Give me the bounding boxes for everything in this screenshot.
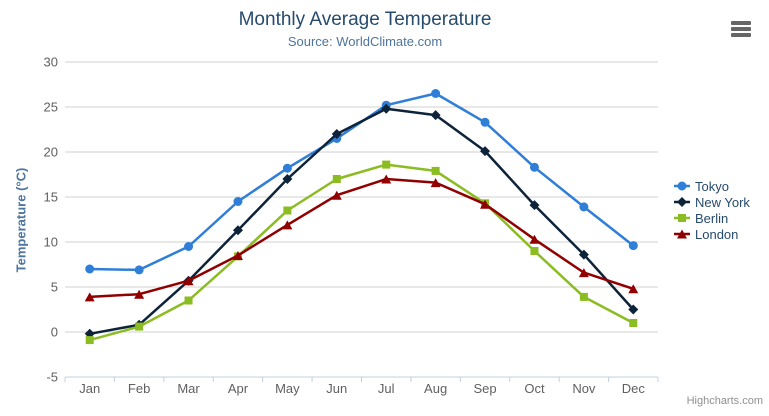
data-point-marker[interactable] [85, 336, 94, 345]
data-point-marker[interactable] [530, 247, 539, 255]
data-point-marker[interactable] [331, 129, 342, 139]
x-axis-label: Jul [378, 381, 395, 396]
data-point-marker[interactable] [332, 175, 341, 183]
series-london[interactable] [84, 174, 639, 302]
data-point-marker[interactable] [529, 234, 540, 244]
legend-label: New York [695, 194, 750, 210]
x-axis-label: Nov [572, 381, 596, 396]
data-point-marker[interactable] [232, 251, 243, 260]
x-axis-label: Mar [177, 381, 200, 396]
legend-marker-circle-icon [674, 181, 690, 191]
x-axis-label: Oct [524, 381, 545, 396]
legend-item-london[interactable]: London [674, 226, 750, 242]
data-point-marker[interactable] [282, 220, 293, 230]
data-point-marker[interactable] [480, 117, 490, 127]
data-point-marker[interactable] [183, 276, 194, 286]
series-line-berlin[interactable] [88, 163, 635, 342]
x-axis-label: Aug [424, 381, 447, 396]
x-axis-label: Dec [622, 381, 646, 396]
data-point-marker[interactable] [628, 284, 639, 294]
legend-item-new-york[interactable]: New York [674, 194, 750, 210]
data-point-marker[interactable] [84, 292, 95, 302]
x-axis-label: Jan [79, 381, 100, 396]
x-axis-label: May [275, 381, 300, 396]
series-line-tokyo[interactable] [88, 92, 635, 272]
data-point-marker[interactable] [381, 103, 392, 114]
data-point-marker[interactable] [529, 162, 539, 172]
data-point-marker[interactable] [382, 160, 391, 169]
data-point-marker[interactable] [233, 197, 243, 206]
legend-marker-triangle-icon [674, 229, 690, 239]
data-point-marker[interactable] [579, 202, 589, 212]
hamburger-icon [731, 33, 751, 37]
data-point-marker[interactable] [430, 178, 441, 188]
data-point-marker[interactable] [232, 225, 243, 236]
legend-marker-diamond-icon [674, 197, 690, 207]
hamburger-icon [731, 21, 751, 25]
y-axis-label: 30 [44, 55, 58, 70]
data-point-marker[interactable] [282, 163, 292, 173]
data-point-marker[interactable] [677, 197, 687, 207]
data-point-marker[interactable] [431, 89, 441, 98]
data-point-marker[interactable] [430, 110, 441, 121]
data-point-marker[interactable] [184, 242, 194, 251]
legend-item-tokyo[interactable]: Tokyo [674, 178, 750, 194]
y-axis-label: 10 [44, 235, 58, 250]
data-point-marker[interactable] [628, 241, 638, 251]
data-point-marker[interactable] [282, 174, 293, 184]
y-axis-label: 15 [44, 190, 58, 205]
series-new-york[interactable] [84, 103, 639, 339]
data-point-marker[interactable] [578, 249, 589, 260]
data-point-marker[interactable] [677, 181, 687, 191]
chart-title: Monthly Average Temperature [238, 9, 492, 30]
data-point-marker[interactable] [431, 166, 440, 175]
hamburger-icon [731, 27, 751, 31]
y-axis-label: 0 [51, 325, 58, 340]
series-line-new-york[interactable] [88, 107, 635, 336]
data-point-marker[interactable] [579, 292, 588, 301]
data-point-marker[interactable] [134, 289, 145, 299]
legend-label: Tokyo [695, 178, 729, 194]
y-axis-label: 5 [51, 280, 58, 295]
export-menu-button[interactable] [731, 21, 751, 37]
legend-label: Berlin [695, 210, 729, 226]
legend: Tokyo New York Berlin London [674, 178, 750, 242]
data-point-marker[interactable] [677, 229, 687, 239]
data-point-marker[interactable] [628, 304, 639, 315]
data-point-marker[interactable] [381, 174, 392, 184]
data-point-marker[interactable] [283, 206, 292, 215]
legend-marker-square-icon [674, 214, 690, 222]
data-point-marker[interactable] [578, 268, 589, 278]
x-axis-label: Apr [228, 381, 249, 396]
data-point-marker[interactable] [184, 296, 193, 305]
data-point-marker[interactable] [134, 265, 144, 275]
x-axis-label: Sep [473, 381, 496, 396]
data-point-marker[interactable] [678, 214, 686, 222]
y-axis-label: 25 [44, 100, 58, 115]
chart-subtitle: Source: WorldClimate.com [287, 34, 443, 49]
legend-label: London [695, 226, 739, 242]
series-line-london[interactable] [88, 177, 635, 299]
y-axis-label: -5 [46, 370, 58, 385]
credits-link[interactable]: Highcharts.com [686, 395, 763, 407]
x-axis-label: Feb [128, 381, 150, 396]
data-point-marker[interactable] [480, 199, 491, 209]
y-axis-label: 20 [44, 145, 58, 160]
x-axis-label: Jun [326, 381, 347, 396]
data-point-marker[interactable] [331, 190, 342, 200]
data-point-marker[interactable] [480, 146, 491, 157]
legend-item-berlin[interactable]: Berlin [674, 210, 750, 226]
data-point-marker[interactable] [629, 319, 638, 327]
data-point-marker[interactable] [85, 264, 95, 274]
data-point-marker[interactable] [135, 322, 144, 331]
series-tokyo[interactable] [85, 89, 638, 275]
data-point-marker[interactable] [529, 200, 540, 211]
